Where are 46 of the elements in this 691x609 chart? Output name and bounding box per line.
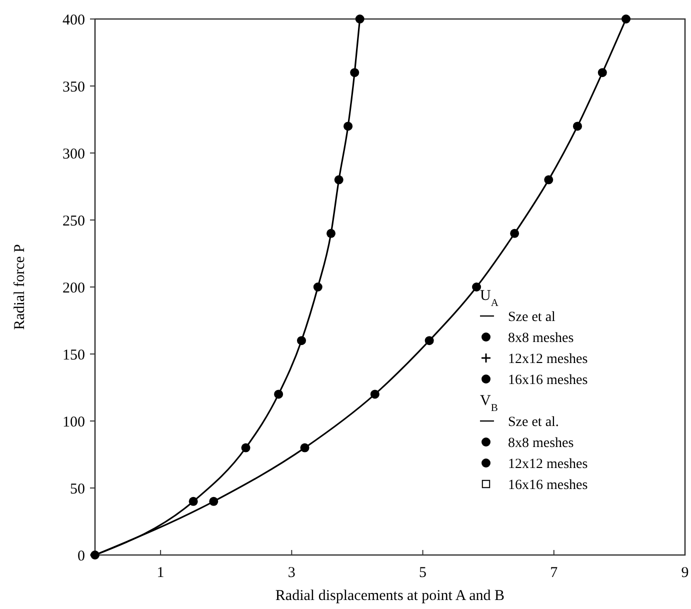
point xyxy=(544,175,554,184)
y-tick-label: 350 xyxy=(62,79,85,96)
x-axis-title: Radial displacements at point A and B xyxy=(275,588,505,604)
x-tick-label: 5 xyxy=(419,565,427,581)
point xyxy=(370,390,380,399)
legend-label: 8x8 meshes xyxy=(508,331,574,346)
point xyxy=(472,282,482,292)
point xyxy=(209,496,218,506)
legend-label: 16x16 meshes xyxy=(508,373,588,388)
point xyxy=(241,443,250,452)
y-tick-label: 400 xyxy=(62,12,85,28)
legend-label: Sze et al. xyxy=(508,415,559,430)
point xyxy=(300,443,310,452)
point xyxy=(510,228,520,238)
point xyxy=(355,14,364,24)
annotation: V$_{B}$ xyxy=(480,393,498,414)
legend-label: Sze et al xyxy=(508,310,556,325)
point xyxy=(188,496,198,506)
y-tick-label: 200 xyxy=(62,280,85,296)
annotation: U$_{A}$ xyxy=(480,288,499,308)
point xyxy=(622,14,630,24)
point xyxy=(326,228,336,238)
point xyxy=(274,390,284,399)
point xyxy=(598,68,607,78)
legend-label: 12x12 meshes xyxy=(508,352,588,367)
point xyxy=(350,68,360,78)
y-tick-label: 150 xyxy=(62,347,85,364)
y-tick-label: 250 xyxy=(62,213,85,230)
y-tick-label: 300 xyxy=(62,146,85,162)
point xyxy=(424,336,434,346)
point xyxy=(344,122,353,131)
legend-label: 12x12 meshes xyxy=(508,457,588,472)
y-tick-label: 0 xyxy=(78,548,85,564)
x-tick-label: 7 xyxy=(550,565,558,581)
x-tick-label: 1 xyxy=(156,565,164,581)
y-tick-label: 100 xyxy=(62,414,85,430)
x-tick-label: 3 xyxy=(288,565,296,581)
point xyxy=(334,175,344,184)
legend-label: 8x8 meshes xyxy=(508,436,574,451)
point xyxy=(572,122,582,131)
x-tick-label: 9 xyxy=(681,565,689,581)
y-axis-title: Radial force P xyxy=(12,244,28,330)
y-tick-label: 50 xyxy=(70,481,85,498)
point xyxy=(297,336,306,346)
point xyxy=(313,282,322,292)
legend-label: 16x16 meshes xyxy=(508,478,588,493)
